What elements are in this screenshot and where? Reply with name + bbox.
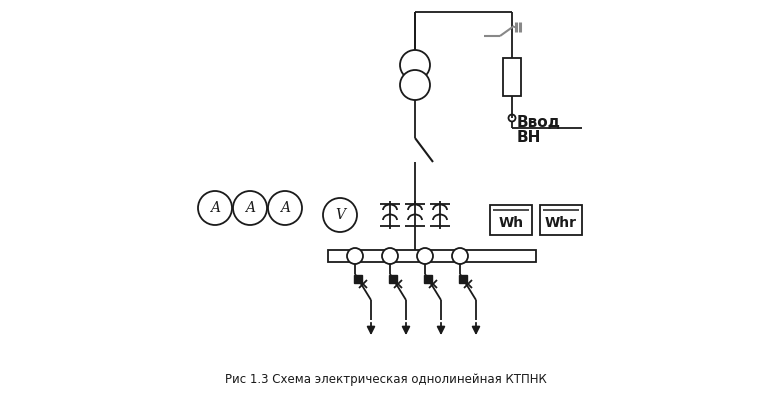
Text: A: A [280,201,290,215]
Text: A: A [245,201,255,215]
Text: V: V [335,208,345,222]
Bar [389,275,397,283]
Bar [354,275,362,283]
Text: Рис 1.3 Схема электрическая однолинейная КТПНК: Рис 1.3 Схема электрическая однолинейная… [224,373,547,386]
Text: Wh: Wh [498,216,524,230]
Text: Whr: Whr [545,216,577,230]
Circle shape [417,248,433,264]
Bar [540,205,582,235]
Bar [424,275,432,283]
Circle shape [400,50,430,80]
Bar [490,205,532,235]
Circle shape [400,70,430,100]
Circle shape [347,248,363,264]
Bar [503,58,521,96]
Bar [459,275,467,283]
Text: Ввод: Ввод [517,115,561,130]
Text: A: A [210,201,220,215]
Circle shape [382,248,398,264]
Circle shape [452,248,468,264]
Bar [328,250,536,262]
Text: ВН: ВН [517,130,541,145]
